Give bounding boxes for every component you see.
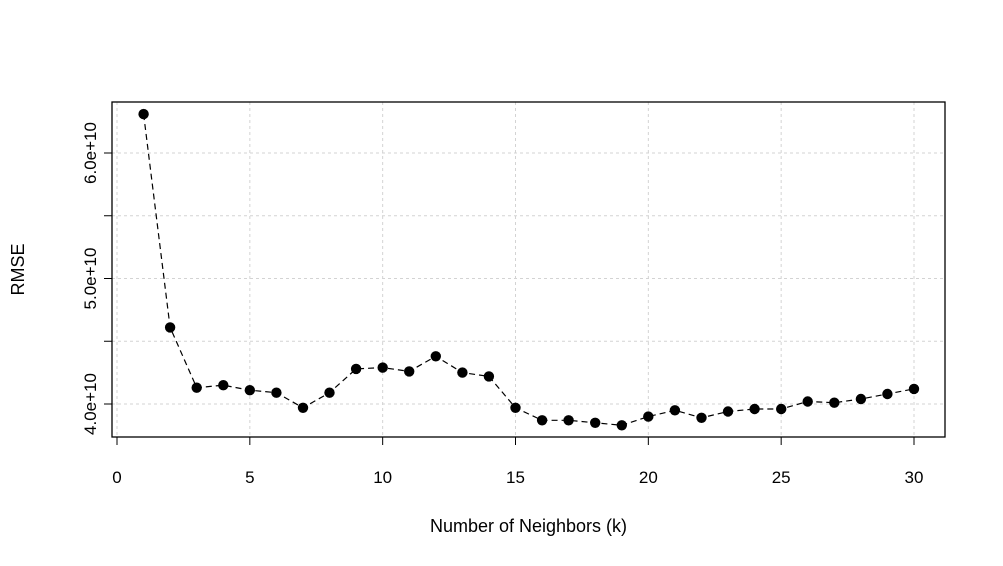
data-point-k20 [643, 411, 654, 422]
data-point-k13 [457, 367, 468, 378]
x-tick-label: 25 [772, 468, 791, 487]
y-tick-label: 6.0e+10 [81, 122, 100, 184]
data-point-k7 [297, 402, 309, 413]
data-point-k29 [882, 388, 893, 400]
x-tick-label: 0 [112, 468, 121, 487]
data-point-k10 [377, 362, 388, 373]
data-point-k23 [722, 406, 734, 417]
data-point-k14 [483, 371, 495, 382]
data-point-k6 [271, 387, 282, 398]
y-tick-label: 5.0e+10 [81, 248, 100, 310]
x-tick-label: 30 [905, 468, 924, 487]
series-line [143, 114, 915, 426]
x-tick-label: 10 [373, 468, 392, 487]
x-tick-label: 15 [506, 468, 525, 487]
data-points [138, 108, 920, 431]
data-point-k21 [669, 405, 681, 416]
x-tick-label: 20 [639, 468, 658, 487]
data-point-k8 [324, 387, 335, 398]
data-point-k4 [218, 380, 229, 391]
data-point-k2 [164, 322, 176, 333]
y-axis: 4.0e+10 5.0e+10 6.0e+10 [81, 122, 113, 435]
data-point-k30 [908, 383, 920, 395]
data-point-k16 [536, 415, 548, 426]
x-axis: 0 5 10 15 20 25 30 [112, 436, 924, 487]
grid-lines [112, 102, 945, 437]
data-point-k18 [590, 417, 601, 428]
data-point-k19 [616, 420, 627, 431]
data-point-k17 [563, 415, 574, 426]
data-point-k15 [510, 402, 521, 413]
x-tick-label: 5 [245, 468, 254, 487]
series-path [143, 114, 915, 426]
data-point-k26 [802, 396, 813, 407]
data-point-k24 [749, 403, 760, 415]
data-point-k12 [430, 351, 441, 362]
y-axis-title: RMSE [8, 243, 28, 295]
data-point-k25 [776, 403, 787, 415]
data-point-k9 [350, 363, 362, 375]
data-point-k11 [404, 366, 415, 377]
data-point-k28 [855, 393, 867, 405]
x-axis-title: Number of Neighbors (k) [430, 516, 627, 536]
data-point-k3 [191, 382, 202, 393]
plot-frame [111, 101, 946, 438]
data-point-k5 [244, 385, 255, 396]
y-tick-label: 4.0e+10 [81, 373, 100, 435]
data-point-k27 [829, 397, 840, 408]
data-point-k22 [696, 412, 707, 423]
data-point-k1 [138, 108, 149, 120]
